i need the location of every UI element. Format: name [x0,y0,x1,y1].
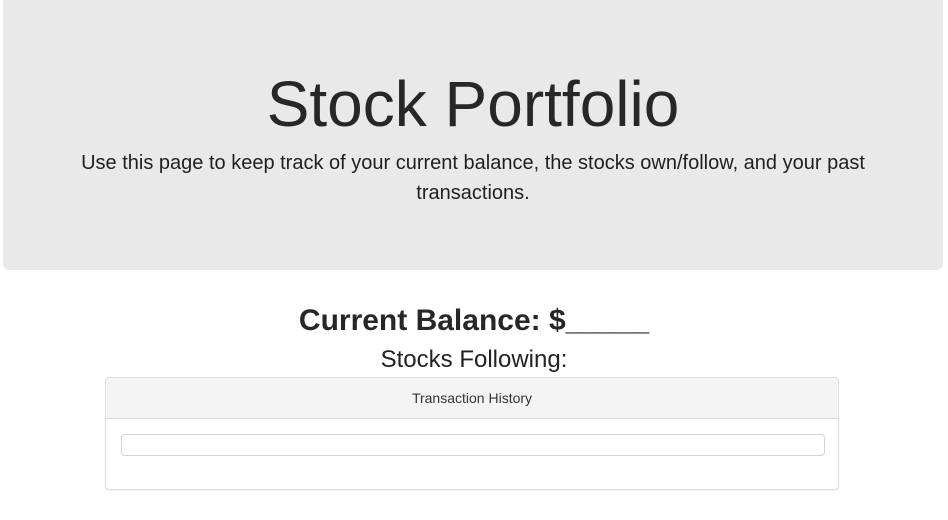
transaction-history-heading: Transaction History [106,378,838,419]
jumbotron-header: Stock Portfolio Use this page to keep tr… [3,0,943,270]
page-title: Stock Portfolio [266,68,680,140]
transaction-history-panel: Transaction History [105,377,839,490]
transaction-history-field[interactable] [121,434,825,456]
page-description: Use this page to keep track of your curr… [81,152,865,204]
stocks-following-heading: Stocks Following: [380,346,568,373]
current-balance-heading: Current Balance: $_____ [298,304,650,337]
